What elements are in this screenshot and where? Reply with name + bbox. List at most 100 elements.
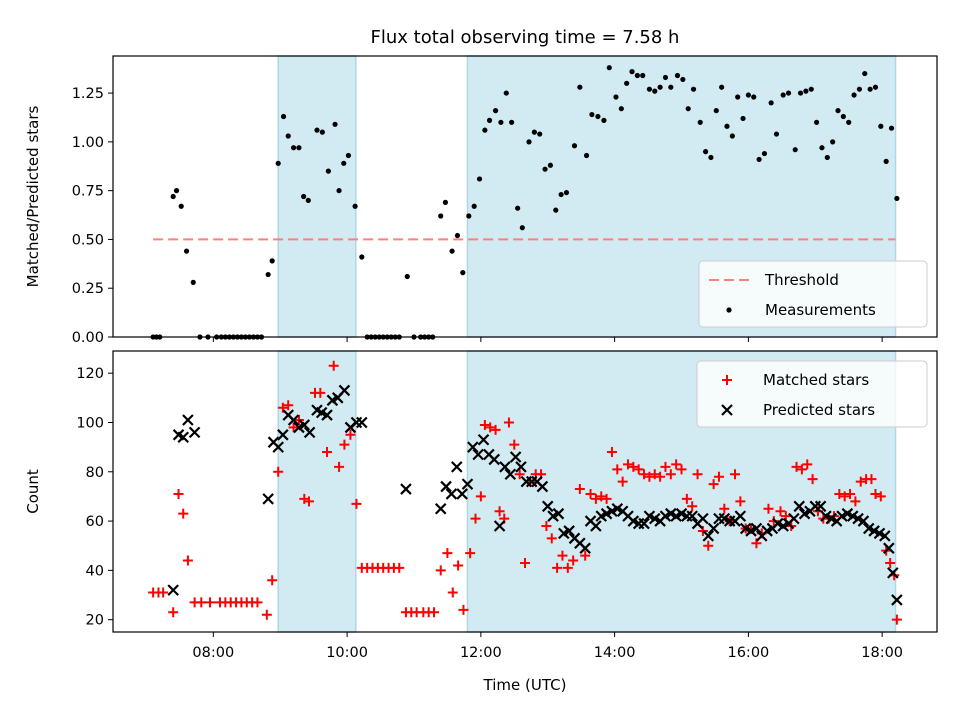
matched-star-point <box>458 604 469 615</box>
measurement-point <box>708 154 714 161</box>
matched-star-point <box>671 459 682 470</box>
matched-star-point <box>447 587 458 598</box>
matched-star-point <box>479 419 490 430</box>
matched-star-point <box>541 521 552 532</box>
measurement-point <box>674 72 681 79</box>
measurement-point <box>183 248 190 254</box>
matched-star-point <box>580 550 591 561</box>
x-tick-label: 10:00 <box>326 645 368 661</box>
measurement-point <box>601 117 607 123</box>
predicted-star-point <box>686 510 698 522</box>
measurement-point <box>449 248 455 254</box>
matched-star-point <box>687 501 698 512</box>
measurement-point <box>883 158 889 164</box>
predicted-star-point <box>857 515 870 527</box>
predicted-star-point <box>400 483 412 495</box>
predicted-star-point <box>477 433 490 446</box>
measurement-point <box>856 86 863 92</box>
measurement-point <box>352 203 358 209</box>
predicted-star-point <box>499 461 511 473</box>
predicted-star-point <box>262 493 274 505</box>
measurement-point <box>296 145 302 151</box>
matched-star-point <box>834 488 845 499</box>
measurement-point <box>872 84 879 90</box>
matched-star-point <box>612 464 623 475</box>
x-tick-label: 18:00 <box>861 645 903 661</box>
predicted-star-point <box>456 488 468 500</box>
predicted-star-point <box>321 409 333 421</box>
matched-star-point <box>204 597 215 608</box>
y-tick-label: 0.50 <box>72 232 104 248</box>
predicted-star-point <box>887 567 899 579</box>
matched-star-point <box>283 400 294 411</box>
predicted-star-point <box>287 414 300 426</box>
series-measurements <box>150 65 900 340</box>
matched-star-point <box>708 479 719 490</box>
measurement-point <box>336 188 342 194</box>
matched-star-point <box>845 488 856 499</box>
matched-star-point <box>475 491 486 502</box>
matched-star-point <box>557 550 568 561</box>
measurement-point <box>519 225 525 231</box>
measurement-point <box>547 162 554 168</box>
measurement-point <box>486 117 493 123</box>
predicted-star-point <box>467 441 479 453</box>
matched-star-point <box>303 496 314 507</box>
measurement-point <box>577 84 583 90</box>
predicted-star-point <box>434 502 447 515</box>
measurement-point <box>558 191 564 198</box>
x-tick-label: 16:00 <box>727 645 769 661</box>
x-tick-label: 14:00 <box>594 645 636 661</box>
predicted-star-point <box>298 419 311 431</box>
matched-star-point <box>293 415 304 426</box>
predicted-star-point <box>750 522 763 535</box>
predicted-star-point <box>303 426 316 439</box>
measurement-point <box>319 129 325 135</box>
measurement-point <box>830 139 836 145</box>
predicted-star-point <box>515 461 527 473</box>
measurement-point <box>803 88 809 94</box>
measurement-point <box>178 203 184 209</box>
measurement-point <box>634 72 640 79</box>
series-predicted-stars <box>167 384 903 606</box>
matched-star-point <box>334 461 345 472</box>
measurement-point <box>785 90 792 96</box>
matched-star-point <box>628 461 639 472</box>
matched-star-point <box>574 484 585 495</box>
matched-star-point <box>252 597 263 608</box>
measurement-point <box>657 84 663 90</box>
measurement-point <box>735 94 741 100</box>
measurement-point <box>442 199 449 205</box>
measurement-point <box>640 72 646 79</box>
measurement-point <box>285 133 291 139</box>
predicted-star-point <box>182 414 194 426</box>
matched-star-point <box>775 506 786 517</box>
measurement-point <box>819 145 825 151</box>
matched-star-point <box>490 424 501 435</box>
matched-star-point <box>681 493 692 504</box>
measurement-point <box>571 143 578 149</box>
measurement-point <box>595 113 601 120</box>
predicted-star-point <box>356 416 368 429</box>
measurement-point <box>745 92 751 98</box>
measurement-point <box>531 129 537 135</box>
matched-star-point <box>546 533 557 544</box>
measurement-point <box>814 119 820 125</box>
measurement-point <box>629 69 635 75</box>
measurement-point <box>792 147 798 153</box>
x-axis-label: Time (UTC) <box>483 676 567 694</box>
measurement-point <box>190 279 196 285</box>
y-tick-label: 80 <box>86 465 104 481</box>
measurement-point <box>719 84 725 90</box>
observing-interval-band <box>277 55 357 338</box>
matched-star-point <box>875 491 886 502</box>
matched-star-point <box>465 548 476 559</box>
matched-star-point <box>196 597 207 608</box>
legend-label: Matched stars <box>763 371 869 389</box>
predicted-star-point <box>702 530 715 542</box>
matched-star-point <box>568 555 579 566</box>
predicted-star-point <box>272 441 284 453</box>
matched-star-point <box>182 555 193 566</box>
x-tick-label: 12:00 <box>460 645 502 661</box>
